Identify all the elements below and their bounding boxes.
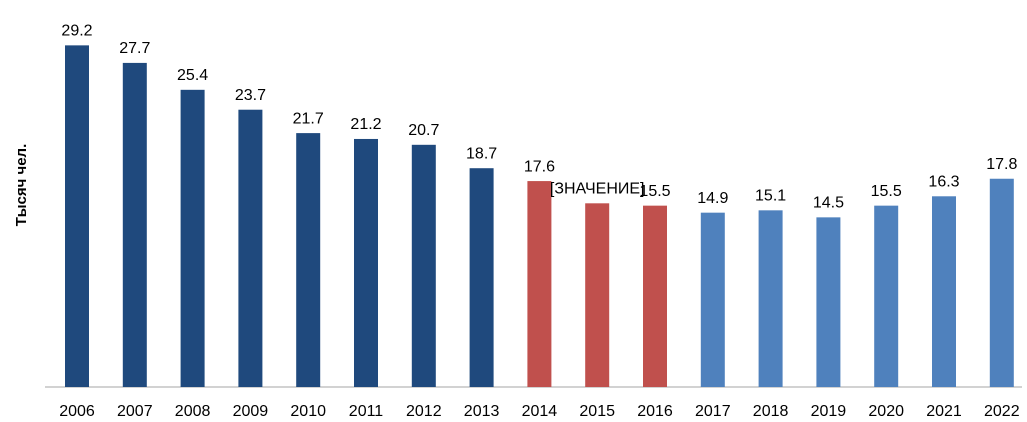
y-axis-label: Тысяч чел.: [13, 144, 30, 227]
bar: [989, 178, 1014, 387]
x-tick-label: 2022: [984, 403, 1020, 420]
bar: [411, 144, 436, 387]
value-label: 15.5: [871, 183, 902, 200]
value-label: 18.7: [466, 145, 497, 162]
bar: [816, 217, 841, 387]
value-label: 25.4: [177, 67, 208, 84]
x-tick-label: 2014: [522, 403, 558, 420]
value-label: 17.8: [986, 156, 1017, 173]
value-label: [ЗНАЧЕНИЕ]: [550, 181, 645, 198]
x-tick-label: 2006: [59, 403, 95, 420]
x-tick-label: 2008: [175, 403, 211, 420]
x-tick-label: 2016: [637, 403, 673, 420]
bar: [238, 109, 263, 388]
x-tick-label: 2018: [753, 403, 789, 420]
bar: [585, 203, 610, 387]
x-tick-label: 2020: [868, 403, 904, 420]
x-tick-label: 2019: [811, 403, 847, 420]
bar: [700, 212, 725, 387]
value-label: 27.7: [119, 40, 150, 57]
bar: [643, 205, 667, 387]
x-tick-label: 2021: [926, 403, 962, 420]
bar: [932, 196, 956, 387]
bar: [180, 89, 205, 387]
value-label: 21.7: [293, 110, 324, 127]
x-tick-label: 2009: [233, 403, 269, 420]
x-tick-label: 2011: [349, 403, 384, 420]
bar: [122, 62, 147, 387]
bar: [527, 181, 552, 387]
x-tick-label: 2017: [695, 403, 731, 420]
value-label: 16.3: [928, 174, 959, 191]
value-label: 14.5: [813, 195, 844, 212]
x-tick-label: 2012: [406, 403, 442, 420]
x-tick-label: 2007: [117, 403, 153, 420]
bar: [469, 168, 494, 387]
bar: [354, 138, 378, 387]
value-label: 29.2: [61, 23, 92, 40]
x-tick-label: 2010: [290, 403, 326, 420]
value-label: 14.9: [697, 190, 728, 207]
value-label: 15.1: [755, 188, 786, 205]
x-tick-label: 2015: [579, 403, 615, 420]
bar: [296, 133, 321, 387]
value-label: 23.7: [235, 87, 266, 104]
bar: [65, 45, 89, 388]
bar: [874, 205, 899, 387]
bar: [758, 210, 783, 387]
value-label: 21.2: [350, 116, 381, 133]
value-label: 20.7: [408, 122, 439, 139]
value-label: 15.5: [639, 183, 670, 200]
value-label: 17.6: [524, 158, 555, 175]
x-tick-label: 2013: [464, 403, 500, 420]
